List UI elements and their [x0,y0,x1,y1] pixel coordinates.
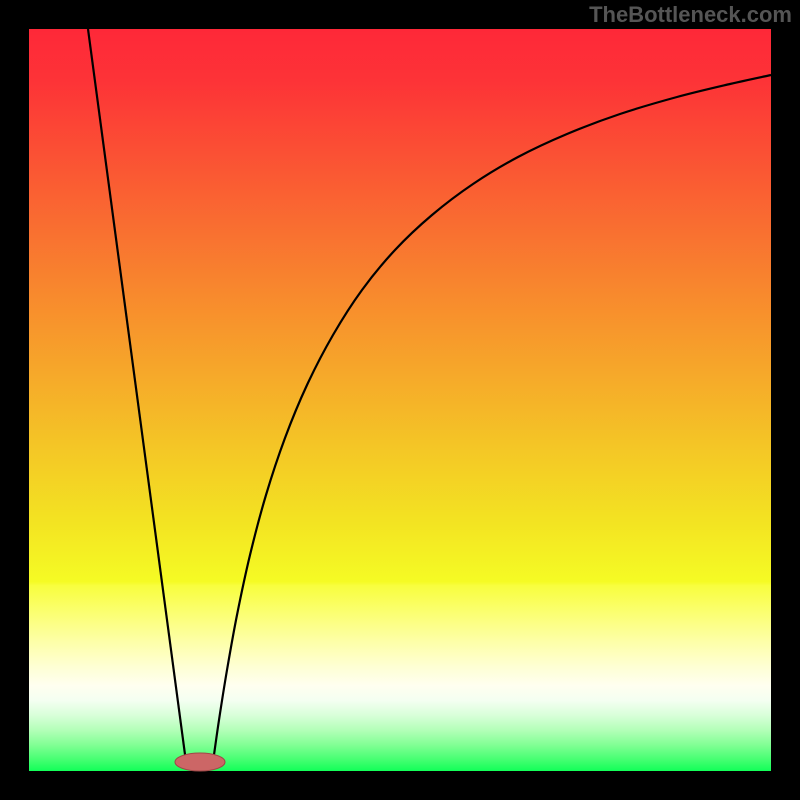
plot-area [29,29,771,771]
watermark-text: TheBottleneck.com [589,2,792,28]
bottleneck-chart: TheBottleneck.com [0,0,800,800]
chart-svg [0,0,800,800]
bottleneck-marker [175,753,225,771]
